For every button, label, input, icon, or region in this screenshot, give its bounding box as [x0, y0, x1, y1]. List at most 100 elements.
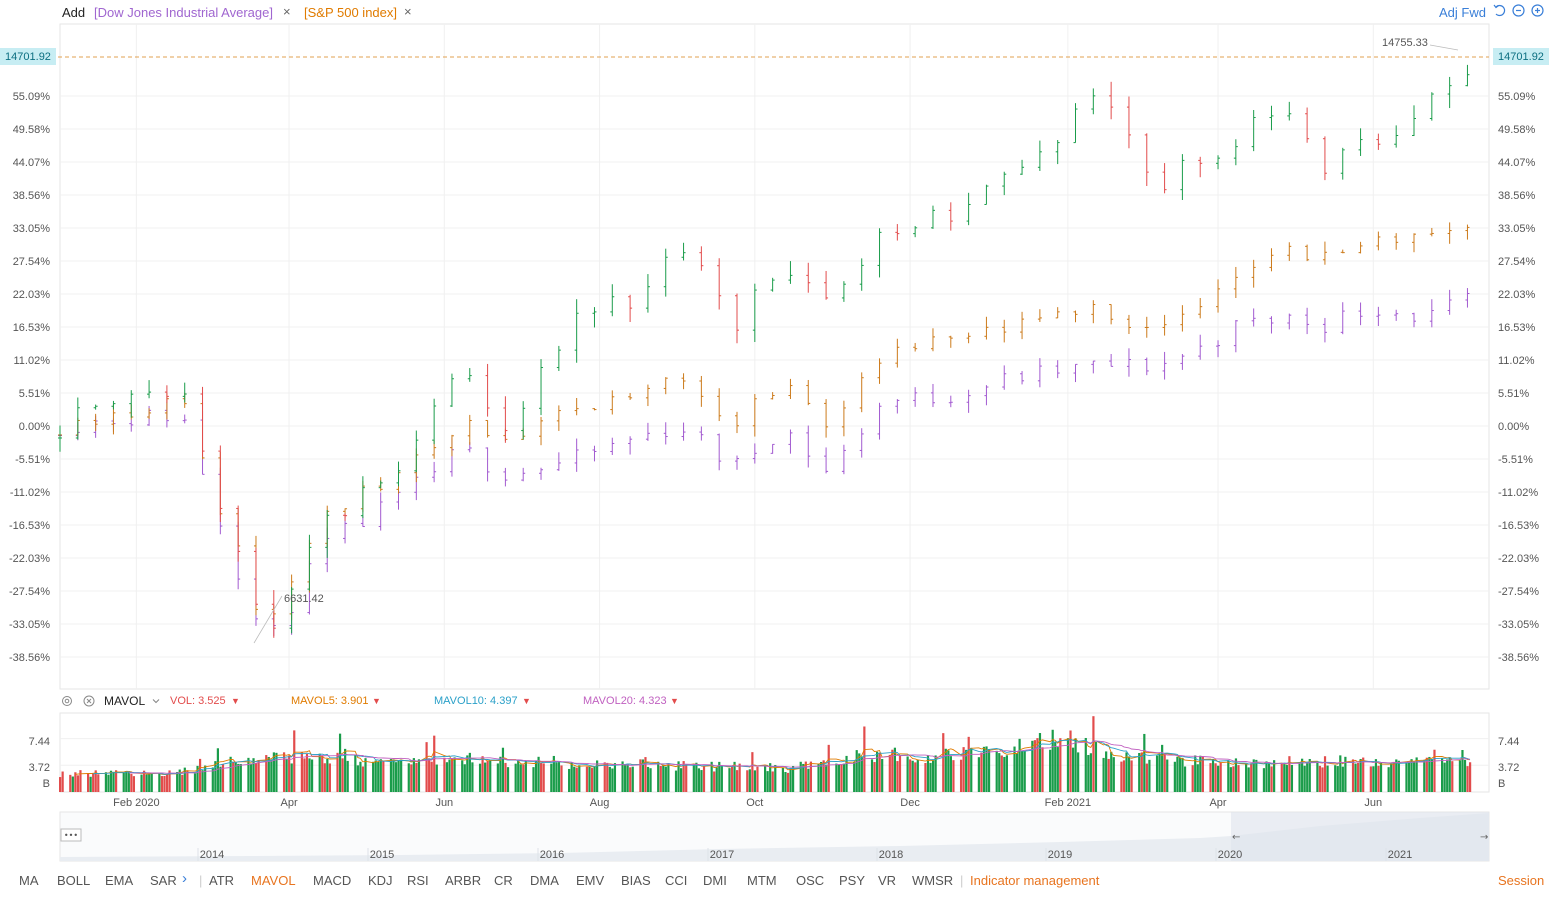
- volume-bar: [1125, 752, 1128, 792]
- indicator-wmsr[interactable]: WMSR: [912, 873, 954, 888]
- vol-tick-high-left: 7.44: [29, 736, 50, 748]
- volume-bar: [193, 773, 197, 792]
- volume-bar: [1397, 760, 1400, 792]
- volume-bar: [310, 759, 314, 792]
- indicator-dmi[interactable]: DMI: [703, 873, 727, 888]
- volume-bar: [293, 730, 296, 792]
- volume-bar: [196, 765, 199, 792]
- indicator-bias[interactable]: BIAS: [621, 873, 651, 888]
- vol-dropdown-icon[interactable]: ▼: [231, 696, 240, 706]
- volume-bar: [1466, 766, 1469, 792]
- volume-bar: [1306, 761, 1309, 792]
- volume-bar: [1339, 755, 1342, 792]
- volume-bar: [573, 766, 576, 792]
- adj-fwd-button[interactable]: Adj Fwd: [1439, 5, 1486, 20]
- volume-bar: [909, 759, 912, 792]
- volume-bar: [1469, 762, 1472, 792]
- indicator-sar[interactable]: SAR: [150, 873, 177, 888]
- zoom-out-icon[interactable]: [1512, 4, 1525, 17]
- indicator-emv[interactable]: EMV: [576, 873, 605, 888]
- volume-bar: [827, 744, 830, 792]
- indicator-rsi[interactable]: RSI: [407, 873, 429, 888]
- volume-bars: [59, 716, 1472, 792]
- volume-bar: [1021, 750, 1024, 792]
- volume-bar: [568, 768, 571, 792]
- volume-bar: [1334, 765, 1337, 792]
- chevron-right-icon[interactable]: ›: [182, 870, 187, 887]
- volume-bar: [1265, 761, 1268, 792]
- zoom-in-icon[interactable]: [1531, 4, 1544, 17]
- indicator-cr[interactable]: CR: [494, 873, 513, 888]
- volume-bar: [499, 756, 502, 792]
- indicator-boll[interactable]: BOLL: [57, 873, 91, 888]
- indicator-osc[interactable]: OSC: [796, 873, 825, 888]
- navigator-year-label: 2016: [540, 849, 564, 861]
- indicator-name: MAVOL: [104, 694, 146, 708]
- reset-icon[interactable]: [1493, 4, 1506, 17]
- volume-bar: [575, 767, 578, 792]
- volume-bar: [540, 762, 543, 792]
- volume-bar: [364, 758, 367, 792]
- volume-bar: [489, 759, 492, 792]
- volume-bar: [501, 747, 505, 792]
- volume-bar: [555, 762, 558, 792]
- indicator-dma[interactable]: DMA: [530, 873, 559, 888]
- indicator-vr[interactable]: VR: [878, 873, 897, 888]
- indicator-ema[interactable]: EMA: [105, 873, 134, 888]
- indicator-mavol[interactable]: MAVOL: [251, 873, 296, 888]
- volume-bar: [341, 758, 344, 792]
- volume-bar: [995, 750, 998, 792]
- remove-sp500-button[interactable]: ×: [404, 4, 412, 19]
- volume-bar: [1219, 762, 1222, 792]
- gear-icon[interactable]: [61, 695, 73, 707]
- volume-bar: [272, 752, 275, 792]
- remove-dow-jones-button[interactable]: ×: [283, 4, 291, 19]
- volume-bar: [1155, 755, 1159, 792]
- indicator-management-link[interactable]: Indicator management: [970, 873, 1100, 888]
- indicator-mtm[interactable]: MTM: [747, 873, 777, 888]
- current-price-label-right: 14701.92: [1498, 51, 1544, 63]
- volume-bar: [1089, 753, 1092, 792]
- navigator-handle-right[interactable]: →: [1480, 832, 1488, 843]
- indicator-kdj[interactable]: KDJ: [368, 873, 393, 888]
- volume-bar: [578, 765, 581, 792]
- volume-bar: [428, 758, 431, 792]
- volume-bar: [588, 766, 591, 792]
- indicator-arbr[interactable]: ARBR: [445, 873, 482, 888]
- volume-bar: [1178, 757, 1182, 792]
- mavol5-dropdown-icon[interactable]: ▼: [372, 696, 381, 706]
- volume-bar: [466, 755, 469, 792]
- volume-bar: [967, 736, 970, 792]
- volume-bar: [1199, 755, 1202, 792]
- y-tick-label: -22.03%: [9, 553, 50, 565]
- indicator-macd[interactable]: MACD: [313, 873, 352, 888]
- mavol20-dropdown-icon[interactable]: ▼: [670, 696, 679, 706]
- indicator-cci[interactable]: CCI: [665, 873, 688, 888]
- volume-bar: [443, 757, 446, 792]
- chevron-down-icon[interactable]: [150, 695, 162, 707]
- navigator-handle-left[interactable]: ←: [1232, 832, 1240, 843]
- volume-bar: [1316, 761, 1319, 792]
- x-tick-label: Dec: [900, 797, 920, 809]
- volume-bar: [181, 774, 184, 792]
- mavol10-dropdown-icon[interactable]: ▼: [522, 696, 531, 706]
- volume-bar: [916, 759, 919, 792]
- indicator-psy[interactable]: PSY: [839, 873, 866, 888]
- indicator-ma[interactable]: MA: [19, 873, 39, 888]
- volume-bar: [659, 765, 662, 792]
- y-tick-label: 38.56%: [13, 190, 51, 202]
- add-compare-button[interactable]: Add: [62, 5, 86, 20]
- volume-bar: [1250, 763, 1253, 792]
- close-icon[interactable]: [83, 695, 95, 707]
- volume-bar: [1087, 755, 1090, 792]
- volume-bar: [204, 765, 207, 792]
- navigator-menu-button[interactable]: [60, 828, 82, 842]
- volume-bar: [61, 771, 64, 792]
- main-plot-area[interactable]: [59, 23, 1490, 690]
- volume-bar: [657, 761, 660, 792]
- session-button[interactable]: Session: [1498, 873, 1545, 888]
- navigator-selection[interactable]: [1231, 812, 1489, 861]
- indicator-atr[interactable]: ATR: [209, 873, 235, 888]
- volume-bar: [1395, 759, 1398, 792]
